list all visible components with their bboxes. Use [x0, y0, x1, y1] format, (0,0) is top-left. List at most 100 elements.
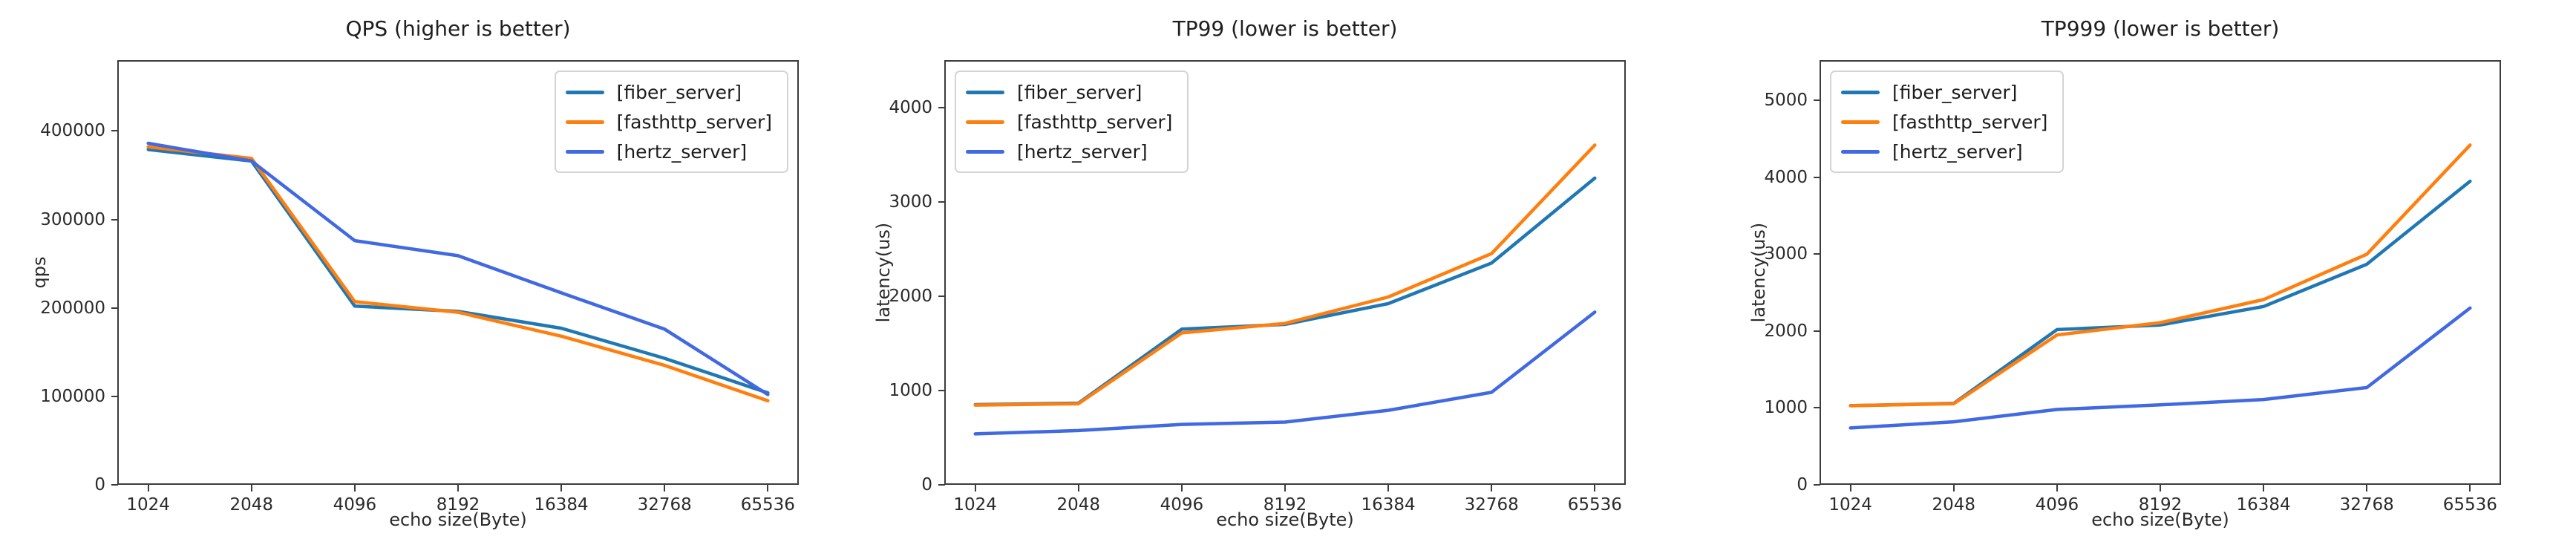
legend-label: [fasthttp_server]	[1017, 111, 1173, 133]
series-line-fiber_server	[973, 176, 1597, 407]
y-tick-label: 200000	[40, 298, 105, 318]
legend-line-swatch	[966, 120, 1004, 124]
x-tick-mark	[1849, 485, 1851, 492]
legend-label: [fasthttp_server]	[1892, 111, 2048, 133]
line-series-svg	[973, 143, 1597, 436]
x-axis-label: echo size(Byte)	[1216, 509, 1354, 530]
x-tick-label: 1024	[126, 495, 170, 515]
legend-line-swatch	[966, 149, 1004, 154]
series-line-hertz_server	[973, 310, 1597, 436]
y-tick-mark	[111, 484, 118, 486]
legend-item: [fiber_server]	[966, 77, 1172, 107]
y-tick-label: 400000	[40, 121, 105, 141]
x-tick-label: 65536	[1567, 495, 1622, 515]
y-tick-label: 3000	[889, 192, 932, 212]
x-tick-mark	[2469, 485, 2471, 492]
y-tick-mark	[111, 395, 118, 397]
y-tick-label: 0	[921, 475, 932, 494]
legend-label: [hertz_server]	[616, 140, 748, 163]
x-tick-label: 8192	[1263, 495, 1307, 515]
legend-label: [fasthttp_server]	[616, 111, 772, 133]
y-tick-mark	[111, 130, 118, 132]
y-tick-mark	[1814, 330, 1820, 332]
x-tick-label: 2048	[229, 495, 274, 515]
x-tick-mark	[1180, 485, 1183, 492]
y-tick-mark	[938, 106, 945, 108]
line-series-svg	[146, 141, 770, 403]
series-line-fiber_server	[146, 148, 770, 395]
legend-line-swatch	[565, 120, 604, 124]
y-tick-label: 1000	[1764, 398, 1808, 418]
legend-line-swatch	[565, 90, 604, 94]
x-tick-mark	[560, 485, 563, 492]
x-tick-mark	[2263, 485, 2265, 492]
x-tick-mark	[2160, 485, 2161, 492]
plot-area: [fiber_server] [fasthttp_server] [hertz_se…	[944, 60, 1626, 485]
legend-line-swatch	[1841, 90, 1880, 94]
y-tick-label: 300000	[40, 209, 105, 229]
x-axis-label: echo size(Byte)	[2091, 509, 2229, 530]
y-tick-label: 5000	[1764, 91, 1808, 111]
legend: [fiber_server] [fasthttp_server] [hertz_se…	[955, 71, 1189, 173]
x-tick-mark	[1952, 485, 1955, 492]
y-tick-mark	[938, 484, 945, 486]
series-line-fasthttp_server	[146, 145, 770, 403]
legend-item: [fasthttp_server]	[1841, 107, 2047, 137]
x-tick-label: 65536	[740, 495, 795, 515]
x-tick-mark	[974, 485, 976, 492]
x-tick-label: 8192	[2138, 495, 2183, 515]
x-axis-label: echo size(Byte)	[389, 509, 527, 530]
chart-title: QPS (higher is better)	[345, 16, 571, 41]
legend-line-swatch	[565, 149, 604, 154]
x-tick-label: 1024	[1828, 495, 1872, 515]
chart-panel-tp99: TP99 (lower is better) [fiber_server] [fa…	[859, 0, 1717, 542]
x-tick-mark	[1284, 485, 1286, 492]
x-tick-label: 4096	[1160, 495, 1204, 515]
x-tick-label: 16384	[534, 495, 589, 515]
series-line-hertz_server	[146, 141, 770, 396]
legend-label: [fiber_server]	[616, 81, 742, 103]
x-tick-mark	[1491, 485, 1493, 492]
y-tick-label: 1000	[889, 380, 932, 400]
x-tick-label: 4096	[2035, 495, 2079, 515]
y-tick-label: 2000	[1764, 321, 1808, 341]
legend-label: [fiber_server]	[1017, 81, 1142, 103]
x-tick-label: 8192	[436, 495, 480, 515]
x-tick-mark	[2056, 485, 2058, 492]
x-tick-mark	[664, 485, 666, 492]
legend-item: [fiber_server]	[1841, 77, 2047, 107]
x-tick-mark	[1387, 485, 1390, 492]
x-tick-label: 32768	[637, 495, 692, 515]
legend-item: [hertz_server]	[966, 137, 1172, 166]
y-tick-label: 4000	[889, 97, 932, 117]
y-tick-mark	[1814, 407, 1820, 409]
y-tick-label: 0	[1797, 475, 1808, 494]
chart-panel-tp999: TP999 (lower is better) [fiber_server] [f…	[1718, 0, 2576, 542]
legend-line-swatch	[966, 90, 1004, 94]
x-tick-label: 32768	[1464, 495, 1519, 515]
x-tick-label: 65536	[2442, 495, 2497, 515]
y-axis-label: latency(us)	[873, 222, 894, 323]
y-tick-mark	[938, 389, 945, 391]
y-tick-mark	[1814, 253, 1820, 255]
x-tick-label: 16384	[2236, 495, 2291, 515]
legend: [fiber_server] [fasthttp_server] [hertz_se…	[1830, 71, 2065, 173]
x-tick-mark	[457, 485, 459, 492]
series-line-fasthttp_server	[1848, 143, 2472, 408]
legend-item: [hertz_server]	[565, 137, 772, 166]
x-tick-mark	[767, 485, 769, 492]
x-tick-label: 1024	[953, 495, 997, 515]
x-tick-label: 32768	[2339, 495, 2394, 515]
y-tick-mark	[1814, 99, 1820, 102]
x-tick-mark	[147, 485, 149, 492]
x-tick-label: 2048	[1932, 495, 1976, 515]
y-tick-mark	[111, 218, 118, 221]
y-tick-mark	[111, 307, 118, 309]
legend: [fiber_server] [fasthttp_server] [hertz_se…	[554, 71, 788, 173]
plot-area: [fiber_server] [fasthttp_server] [hertz_se…	[117, 60, 799, 485]
x-tick-mark	[1077, 485, 1079, 492]
series-line-fasthttp_server	[973, 143, 1597, 407]
x-tick-mark	[250, 485, 252, 492]
y-tick-label: 0	[94, 475, 105, 494]
